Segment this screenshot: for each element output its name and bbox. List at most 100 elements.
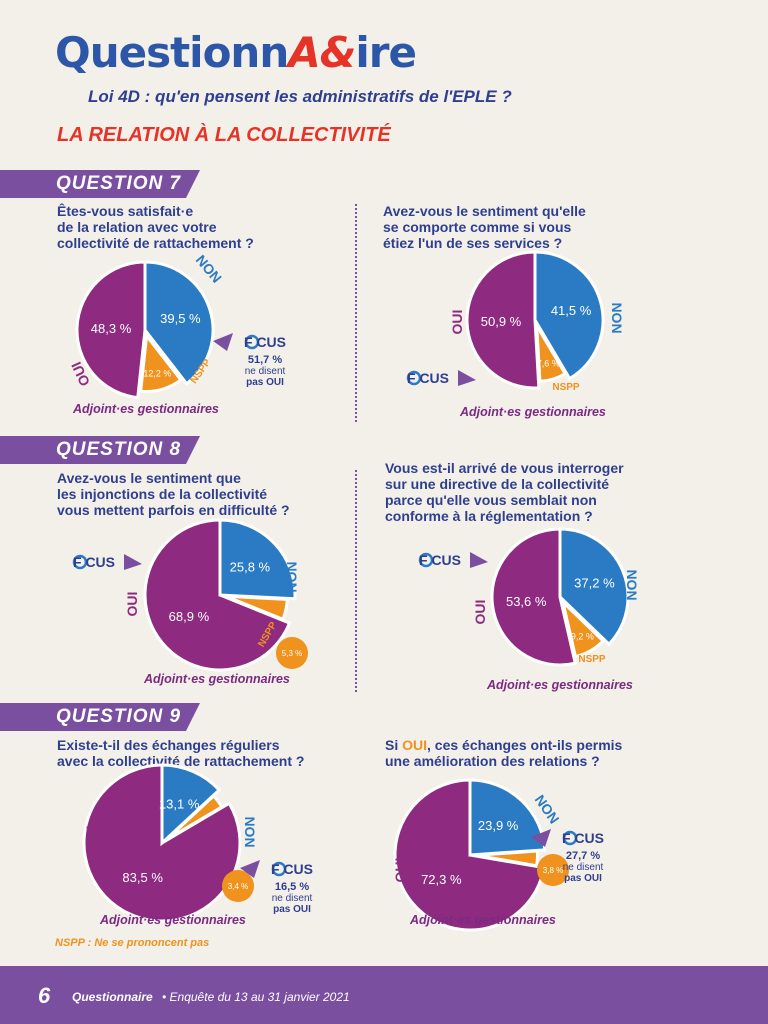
question-9b-text: Si OUI, ces échanges ont-ils permis une … <box>385 737 622 769</box>
category-label-non: NON <box>284 561 300 592</box>
data-label-oui: 53,6 % <box>506 594 547 609</box>
logo: QuestionnA&ire <box>55 28 417 77</box>
data-label-oui: 83,5 % <box>122 870 163 885</box>
focus-text: ne disent <box>563 862 604 873</box>
divider-q7 <box>355 204 357 422</box>
question-line: parce qu'elle vous semblait non <box>385 492 597 508</box>
question-7a-text: Êtes-vous satisfait·e de la relation ave… <box>57 203 254 251</box>
data-label-nspp: 7,6 % <box>537 358 560 368</box>
logo-amp: A& <box>288 28 356 77</box>
question-9a-text: Existe-t-il des échanges réguliers avec … <box>57 737 304 769</box>
question-line: conforme à la réglementation ? <box>385 508 593 524</box>
focus-marker <box>406 370 476 386</box>
question-7-label: QUESTION 7 <box>56 173 182 194</box>
pie-slice-oui <box>75 260 147 400</box>
focus-label: F CUS <box>407 370 449 386</box>
question-line: les injonctions de la collectivité <box>57 486 268 502</box>
pie-slice-oui <box>465 250 541 390</box>
question-8b-text: Vous est-il arrivé de vous interroger su… <box>385 460 624 524</box>
question-line: Avez-vous le sentiment qu'elle <box>383 203 586 219</box>
focus-eye-icon <box>72 554 88 570</box>
question-line: Vous est-il arrivé de vous interroger <box>385 460 624 476</box>
question-line: vous mettent parfois en difficulté ? <box>57 502 290 518</box>
question-line: sur une directive de la collectivité <box>385 476 610 492</box>
category-label-nspp: NSPP <box>578 654 606 665</box>
question-8-label: QUESTION 8 <box>56 439 182 460</box>
focus-label: F CUS <box>562 830 604 846</box>
data-label-non: 25,8 % <box>230 560 271 575</box>
pie-chart-q9a <box>82 763 287 923</box>
focus-marker <box>213 333 260 351</box>
focus-text: pas OUI <box>273 904 311 915</box>
focus-label: F CUS <box>73 554 115 570</box>
focus-marker <box>418 552 488 568</box>
category-label-oui: OUI <box>83 826 99 851</box>
question-line: Avez-vous le sentiment que <box>57 470 241 486</box>
logo-part1: Questionn <box>55 28 289 77</box>
focus-text: ne disent <box>272 893 313 904</box>
data-label-non: 39,5 % <box>160 311 201 326</box>
question-8-banner <box>0 436 200 464</box>
pie-slice-nspp <box>535 324 568 383</box>
focus-value: 16,5 % <box>275 881 309 893</box>
category-label-nspp: NSPP <box>256 620 279 649</box>
chart-caption: Adjoint·es gestionnaires <box>144 672 290 686</box>
pie-slice-non <box>468 778 547 857</box>
data-label-oui: 50,9 % <box>481 314 522 329</box>
data-label-oui: 48,3 % <box>91 321 132 336</box>
question-prefix: Si <box>385 737 403 753</box>
focus-value: 51,7 % <box>248 354 282 366</box>
category-label-non: NON <box>624 569 640 600</box>
chart-caption: Adjoint·es gestionnaires <box>487 678 633 692</box>
data-label-nspp: 9,2 % <box>571 632 594 642</box>
category-label-non: NON <box>193 252 225 286</box>
pie-chart-q9b <box>393 778 578 932</box>
question-line: étiez l'un de ses services ? <box>383 235 563 251</box>
page-number: 6 <box>38 983 51 1008</box>
focus-arrow-icon <box>470 552 488 568</box>
focus-eye-icon <box>406 370 422 386</box>
pie-slice-nspp <box>225 594 289 622</box>
focus-eye-icon <box>244 334 260 350</box>
focus-arrow-icon <box>124 554 142 570</box>
pie-slice-oui <box>143 518 292 672</box>
question-line: se comporte comme si vous <box>383 219 572 235</box>
focus-marker <box>72 554 142 570</box>
question-7-banner <box>0 170 200 198</box>
category-label-oui: OUI <box>124 592 140 617</box>
data-label-nspp: 5,3 % <box>282 649 302 658</box>
question-line: Existe-t-il des échanges réguliers <box>57 737 280 753</box>
divider-q8 <box>355 470 357 692</box>
pie-slice-oui <box>393 778 546 932</box>
chart-caption: Adjoint·es gestionnaires <box>73 402 219 416</box>
focus-marker <box>531 829 578 847</box>
category-label-non: NON <box>609 302 625 333</box>
pie-slice-oui <box>82 763 242 923</box>
question-line: de la relation avec votre <box>57 219 217 235</box>
data-label-nspp: 3,4 % <box>228 882 248 891</box>
section-title: LA RELATION À LA COLLECTIVITÉ <box>57 124 391 146</box>
focus-value: 27,7 % <box>566 850 600 862</box>
focus-arrow-icon <box>531 829 551 847</box>
focus-eye-icon <box>562 830 578 846</box>
data-label-oui: 68,9 % <box>169 609 210 624</box>
focus-text: pas OUI <box>246 377 284 388</box>
chart-caption: Adjoint·es gestionnaires <box>410 913 556 927</box>
focus-eye-icon <box>418 552 434 568</box>
category-label-oui: OUI <box>449 310 465 335</box>
question-8a-text: Avez-vous le sentiment que les injonctio… <box>57 470 290 518</box>
pie-slice-nspp <box>139 331 183 394</box>
data-label-non: 37,2 % <box>574 575 615 590</box>
focus-label: F CUS <box>244 334 286 350</box>
data-label-nspp: 12,2 % <box>143 369 171 379</box>
pie-slice-non <box>533 250 605 381</box>
focus-arrow-icon <box>240 860 260 878</box>
chart-caption: Adjoint·es gestionnaires <box>100 913 246 927</box>
pie-slice-nspp <box>560 597 606 659</box>
question-line: avec la collectivité de rattachement ? <box>57 753 305 769</box>
pie-slice-non <box>218 518 297 601</box>
focus-label: F CUS <box>419 552 461 568</box>
category-label-oui: OUI <box>472 600 488 625</box>
data-label-nspp: 3,8 % <box>543 866 563 875</box>
pie-slice-nspp <box>165 793 224 841</box>
